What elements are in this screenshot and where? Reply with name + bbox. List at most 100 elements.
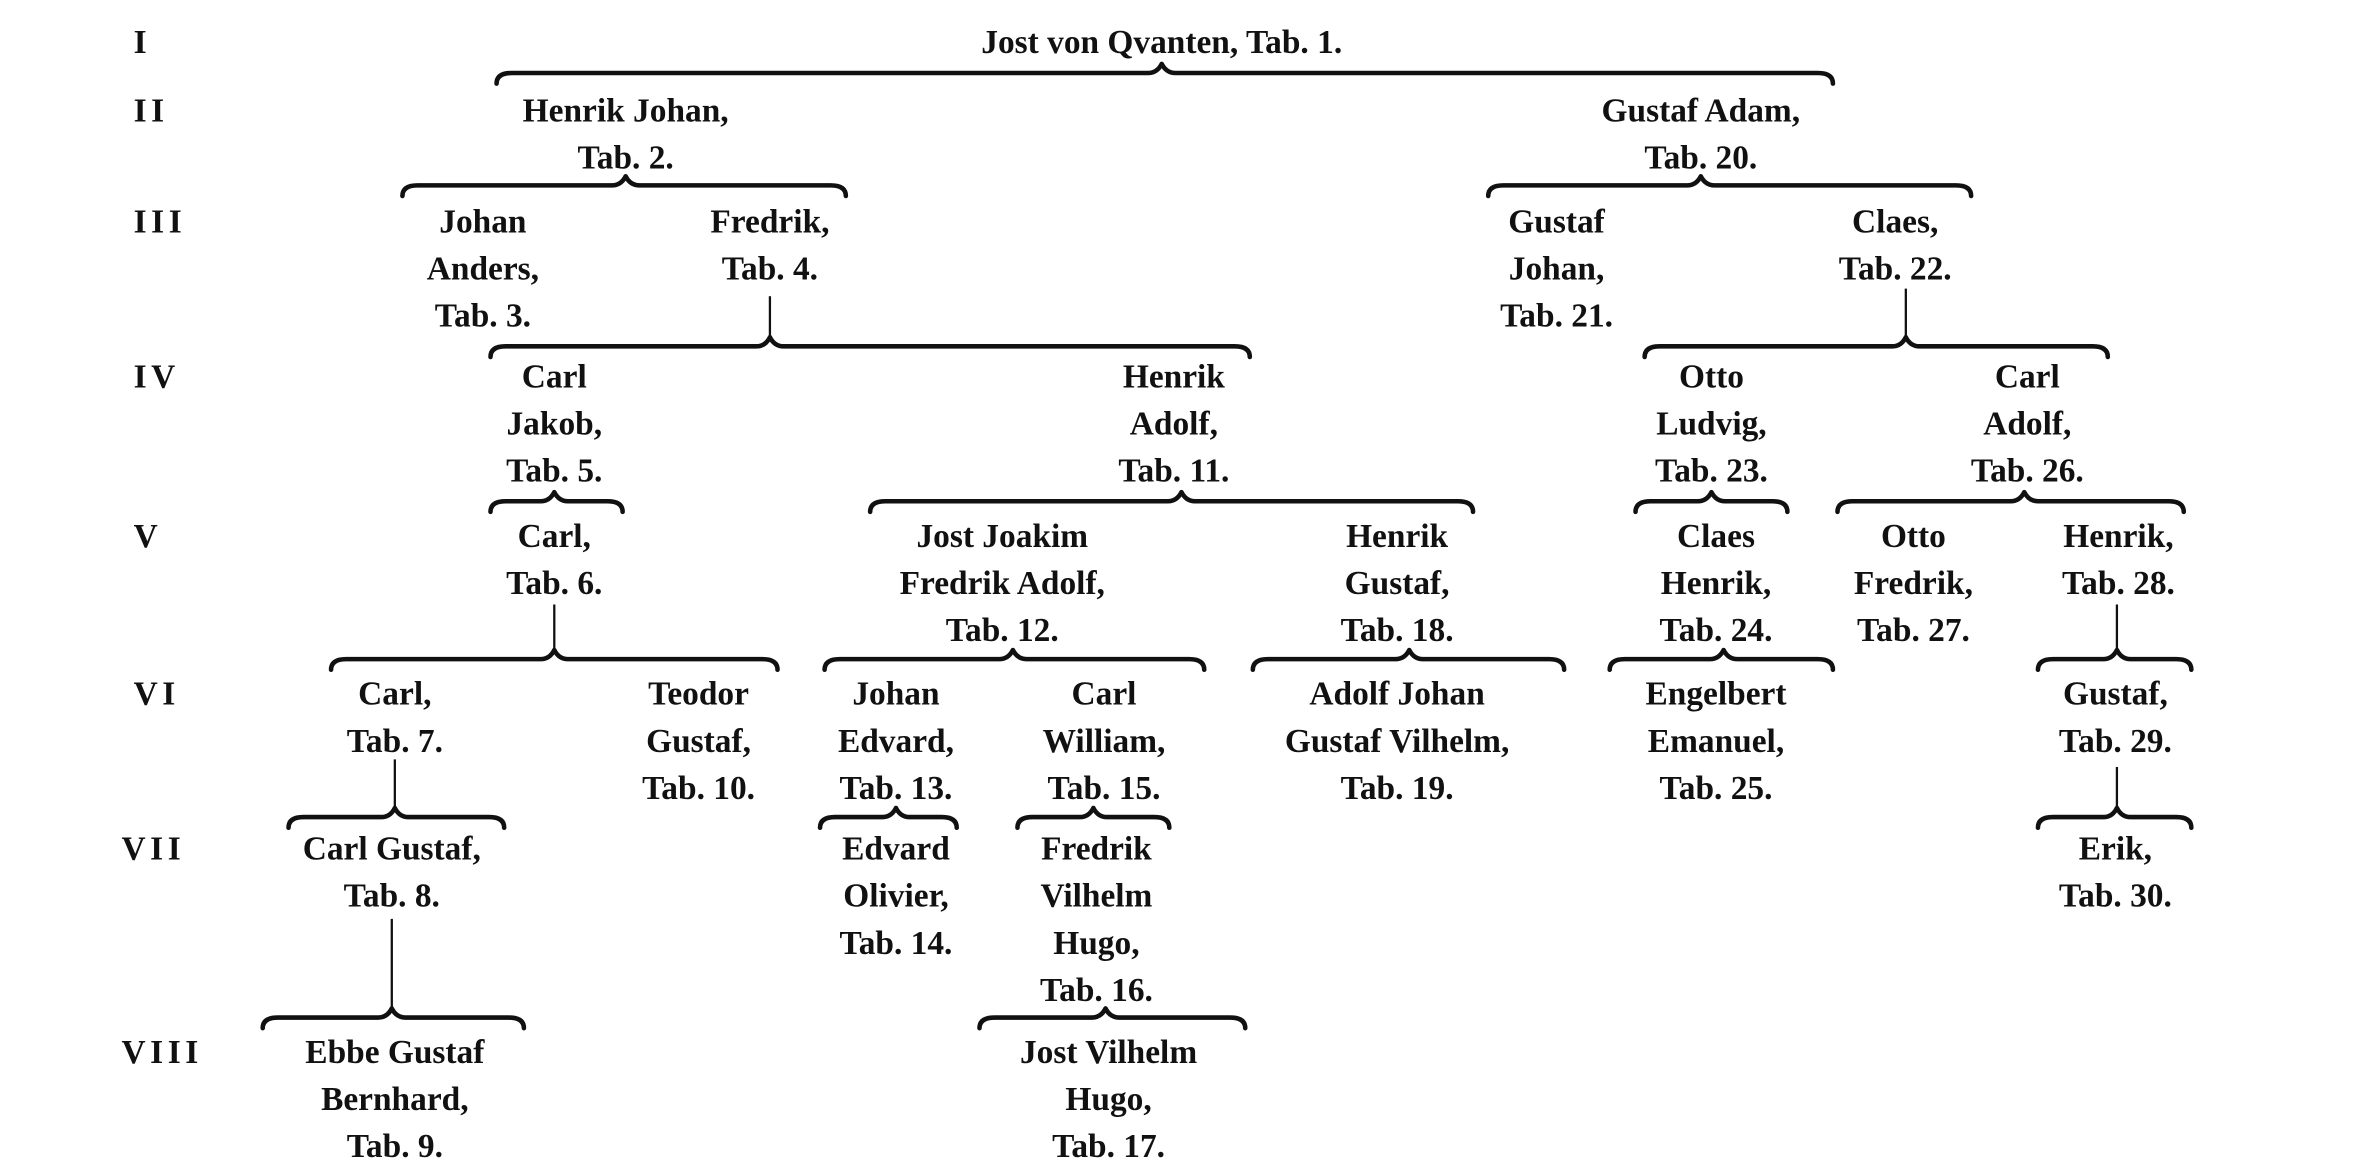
person-name: Fredrik Adolf, <box>900 565 1105 602</box>
table-reference: Tab. 4. <box>722 251 818 288</box>
brace-connector <box>1250 647 1567 673</box>
table-reference: Tab. 28. <box>2062 565 2175 602</box>
person-node: Johan Edvard, Tab. 13. <box>838 676 954 807</box>
table-reference: Tab. 30. <box>2059 878 2172 915</box>
generation-label: V <box>134 518 163 555</box>
person-name: Gustaf, <box>646 723 751 760</box>
brace-connector <box>260 1006 527 1031</box>
person-name: Carl <box>522 358 587 395</box>
person-name: Carl Gustaf, <box>303 831 481 868</box>
person-name: Gustaf <box>1508 203 1605 240</box>
person-name: Hugo, <box>1053 925 1139 962</box>
table-reference: Tab. 16. <box>1040 972 1153 1009</box>
table-reference: Tab. 23. <box>1655 452 1768 489</box>
brace-connector <box>867 489 1476 515</box>
person-name: Olivier, <box>843 878 948 915</box>
person-name: Emanuel, <box>1648 723 1784 760</box>
person-name: Otto <box>1679 358 1744 395</box>
person-node: Henrik, Tab. 28. <box>2062 518 2175 602</box>
person-name: Gustaf, <box>1345 565 1450 602</box>
person-node: Carl, Tab. 7. <box>347 676 443 760</box>
table-reference: Tab. 5. <box>506 452 602 489</box>
person-node: Ebbe Gustaf Bernhard, Tab. 9. <box>305 1034 485 1165</box>
person-node: Carl William, Tab. 15. <box>1043 676 1166 807</box>
person-name: Jost Vilhelm <box>1020 1034 1197 1071</box>
person-name: Engelbert <box>1646 676 1787 713</box>
brace-connector <box>2035 647 2194 673</box>
person-name: Adolf Johan <box>1309 676 1485 713</box>
person-node: Carl Jakob, Tab. 5. <box>506 358 602 489</box>
person-name: Johan, <box>1509 251 1605 288</box>
person-node: Henrik Adolf, Tab. 11. <box>1118 358 1229 489</box>
generation-label: III <box>134 203 187 240</box>
person-name: Jost von Qvanten, Tab. 1. <box>981 24 1342 61</box>
brace-connector <box>1633 489 1790 515</box>
brace-connector <box>488 489 625 515</box>
person-name: William, <box>1043 723 1166 760</box>
person-name: Anders, <box>427 251 539 288</box>
person-name: Claes <box>1677 518 1755 555</box>
person-name: Gustaf Adam, <box>1602 93 1801 130</box>
person-name: Gustaf Vilhelm, <box>1285 723 1509 760</box>
brace-connector <box>2035 805 2194 830</box>
person-name: Bernhard, <box>321 1081 469 1118</box>
table-reference: Tab. 13. <box>840 770 953 807</box>
table-reference: Tab. 20. <box>1644 140 1757 177</box>
person-name: Carl, <box>358 676 431 713</box>
person-name: Henrik Johan, <box>523 93 729 130</box>
table-reference: Tab. 29. <box>2059 723 2172 760</box>
person-name: Carl <box>1072 676 1137 713</box>
person-name: Jakob, <box>506 405 602 442</box>
table-reference: Tab. 24. <box>1660 612 1773 649</box>
brace-connector <box>400 173 849 199</box>
person-node: Erik, Tab. 30. <box>2059 831 2172 915</box>
person-node: Jost von Qvanten, Tab. 1. <box>981 24 1342 61</box>
brace-connector <box>286 805 507 830</box>
person-node: Johan Anders, Tab. 3. <box>427 203 539 334</box>
generation-label: I <box>134 24 152 61</box>
table-reference: Tab. 9. <box>347 1128 443 1165</box>
brace-connector <box>1015 805 1172 830</box>
brace-connector <box>817 805 959 830</box>
table-reference: Tab. 26. <box>1971 452 2084 489</box>
person-name: Jost Joakim <box>916 518 1088 555</box>
brace-connector <box>328 647 780 673</box>
person-name: Erik, <box>2079 831 2152 868</box>
brace-connector <box>1642 334 2111 360</box>
person-name: Fredrik <box>1041 831 1152 868</box>
table-reference: Tab. 17. <box>1052 1128 1165 1165</box>
generation-label: IV <box>134 358 180 395</box>
person-name: Claes, <box>1852 203 1938 240</box>
person-name: Henrik <box>1346 518 1448 555</box>
brace-connector <box>1485 173 1974 199</box>
person-name: Adolf, <box>1983 405 2071 442</box>
table-reference: Tab. 3. <box>435 298 531 335</box>
people-nodes: Jost von Qvanten, Tab. 1. Henrik Johan, Ta… <box>303 24 2175 1165</box>
person-node: Gustaf, Tab. 29. <box>2059 676 2172 760</box>
person-name: Fredrik, <box>710 203 829 240</box>
person-node: Claes Henrik, Tab. 24. <box>1660 518 1773 649</box>
table-reference: Tab. 19. <box>1341 770 1454 807</box>
person-node: Adolf Johan Gustaf Vilhelm, Tab. 19. <box>1285 676 1509 807</box>
generation-label: VII <box>121 831 185 868</box>
person-node: Henrik Gustaf, Tab. 18. <box>1341 518 1454 649</box>
person-node: Otto Fredrik, Tab. 27. <box>1854 518 1973 649</box>
table-reference: Tab. 25. <box>1660 770 1773 807</box>
connectors <box>260 61 2194 1031</box>
person-name: Johan <box>439 203 527 240</box>
table-reference: Tab. 8. <box>344 878 440 915</box>
person-name: Johan <box>852 676 940 713</box>
person-name: Vilhelm <box>1040 878 1152 915</box>
person-name: Carl <box>1995 358 2060 395</box>
table-reference: Tab. 11. <box>1118 452 1229 489</box>
person-node: Gustaf Johan, Tab. 21. <box>1500 203 1613 334</box>
person-name: Ebbe Gustaf <box>305 1034 485 1071</box>
person-node: Jost Joakim Fredrik Adolf, Tab. 12. <box>900 518 1105 649</box>
person-name: Ludvig, <box>1656 405 1766 442</box>
person-node: Gustaf Adam, Tab. 20. <box>1602 93 1801 177</box>
generation-label: VIII <box>121 1034 202 1071</box>
table-reference: Tab. 21. <box>1500 298 1613 335</box>
person-node: Carl, Tab. 6. <box>506 518 602 602</box>
